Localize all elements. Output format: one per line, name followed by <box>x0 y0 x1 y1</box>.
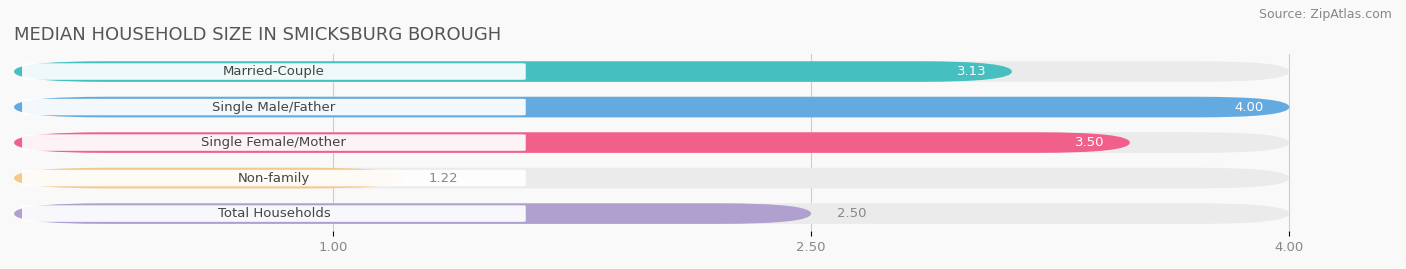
Text: 4.00: 4.00 <box>1234 101 1264 114</box>
Text: Single Female/Mother: Single Female/Mother <box>201 136 346 149</box>
FancyBboxPatch shape <box>14 132 1130 153</box>
FancyBboxPatch shape <box>14 61 1289 82</box>
FancyBboxPatch shape <box>22 134 526 151</box>
FancyBboxPatch shape <box>14 61 1012 82</box>
FancyBboxPatch shape <box>22 205 526 222</box>
Text: 3.13: 3.13 <box>956 65 987 78</box>
FancyBboxPatch shape <box>14 168 1289 188</box>
FancyBboxPatch shape <box>22 63 526 80</box>
Text: Single Male/Father: Single Male/Father <box>212 101 336 114</box>
Text: 3.50: 3.50 <box>1074 136 1104 149</box>
Text: Source: ZipAtlas.com: Source: ZipAtlas.com <box>1258 8 1392 21</box>
FancyBboxPatch shape <box>14 97 1289 117</box>
Text: Total Households: Total Households <box>218 207 330 220</box>
FancyBboxPatch shape <box>14 203 811 224</box>
Text: Married-Couple: Married-Couple <box>224 65 325 78</box>
FancyBboxPatch shape <box>14 97 1289 117</box>
FancyBboxPatch shape <box>22 99 526 115</box>
Text: 2.50: 2.50 <box>837 207 866 220</box>
FancyBboxPatch shape <box>22 170 526 186</box>
Text: 1.22: 1.22 <box>429 172 458 185</box>
FancyBboxPatch shape <box>14 168 404 188</box>
FancyBboxPatch shape <box>14 132 1289 153</box>
FancyBboxPatch shape <box>14 203 1289 224</box>
Text: Non-family: Non-family <box>238 172 309 185</box>
Text: MEDIAN HOUSEHOLD SIZE IN SMICKSBURG BOROUGH: MEDIAN HOUSEHOLD SIZE IN SMICKSBURG BORO… <box>14 26 502 44</box>
